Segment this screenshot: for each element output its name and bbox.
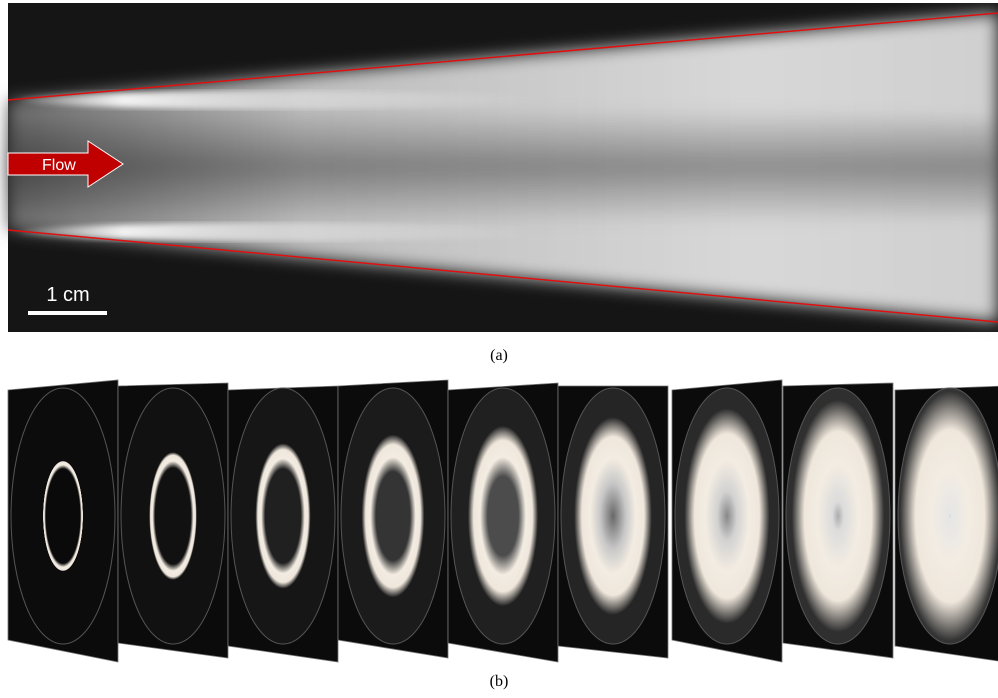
spray-ring (900, 391, 998, 641)
caption-b: (b) (490, 673, 509, 690)
spray-frame (117, 382, 229, 659)
spray-ring (149, 452, 197, 580)
spray-ring (791, 399, 885, 633)
spray-ring (43, 461, 83, 571)
bright-streak (20, 223, 540, 241)
spray-ring (468, 426, 538, 606)
spray-ring (574, 417, 652, 615)
spray-frame (447, 382, 559, 663)
arrow-label: Flow (42, 157, 76, 174)
spray-core (8, 108, 998, 225)
scale-bar-label: 1 cm (46, 284, 89, 306)
spray-frame (894, 385, 998, 662)
spray-frame (227, 385, 339, 663)
panel-b (7, 379, 998, 663)
spray-ring (255, 443, 311, 589)
spray-frame (557, 385, 669, 659)
spray-frame (7, 379, 119, 663)
cone-edge (7, 229, 998, 323)
spray-ring (361, 434, 425, 598)
spray-frame (671, 379, 783, 663)
flow-arrow (7, 140, 124, 188)
spray-ring (684, 408, 770, 624)
bright-streak (20, 91, 540, 109)
spray-frame (782, 382, 894, 659)
cone-edge (7, 12, 998, 101)
spray-frame (337, 379, 449, 659)
panel-a: Flow 1 cm (7, 3, 998, 332)
caption-a: (a) (490, 347, 508, 364)
